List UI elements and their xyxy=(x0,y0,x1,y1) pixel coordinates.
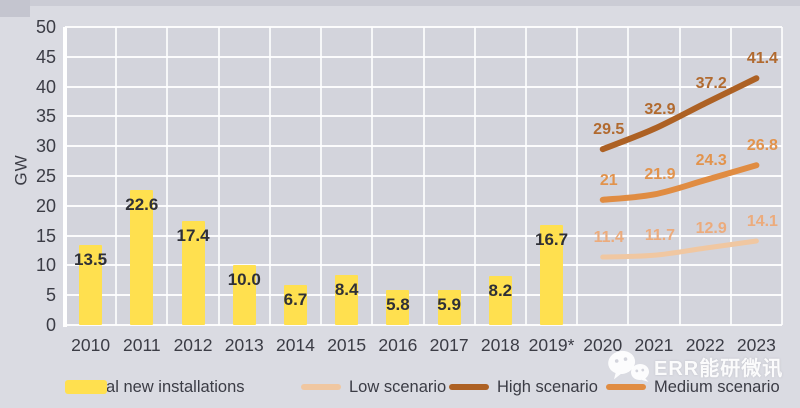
x-axis-tick-label: 2013 xyxy=(224,335,264,355)
scenario-line xyxy=(599,75,760,153)
y-axis-tick-label: 50 xyxy=(35,17,56,37)
x-axis-tick-label: 2014 xyxy=(275,335,315,355)
y-axis-tick-label: 20 xyxy=(35,195,56,216)
bar xyxy=(335,274,359,325)
line-point-label: 12.9 xyxy=(695,220,727,238)
y-axis-tick-label: 15 xyxy=(35,225,56,246)
line-point-label: 24.3 xyxy=(695,152,727,170)
gridline-v xyxy=(422,27,425,325)
bar xyxy=(283,285,307,325)
x-axis-tick-label: 2012 xyxy=(173,335,213,355)
bar xyxy=(386,290,410,325)
bar-value-label: 16.7 xyxy=(534,230,569,250)
line-point-label: 29.5 xyxy=(593,121,625,139)
line-point-label: 21.9 xyxy=(644,166,676,184)
y-axis-tick-label: 10 xyxy=(35,255,56,276)
bar-value-label: 22.6 xyxy=(125,195,159,215)
gridline-v xyxy=(576,27,579,325)
bar xyxy=(488,276,512,325)
x-axis-tick-label: 2011 xyxy=(122,335,161,355)
legend-label: Low scenario xyxy=(349,377,447,396)
gridline-v xyxy=(166,27,169,325)
bar-value-label: 13.5 xyxy=(74,249,108,269)
y-axis-tick-label: 0 xyxy=(45,315,56,335)
gridline-v xyxy=(524,27,527,325)
x-axis-tick-label: 2010 xyxy=(71,335,111,355)
scenario-line xyxy=(600,238,759,260)
y-axis-tick-label: 40 xyxy=(35,76,56,97)
gridline-v xyxy=(473,27,476,325)
y-axis-tick-label: 25 xyxy=(35,166,56,186)
x-axis-tick-label: 2016 xyxy=(378,335,418,355)
line-point-label: 21 xyxy=(599,171,618,189)
line-point-label: 11.7 xyxy=(644,227,676,245)
bar-value-label: 10.0 xyxy=(227,270,261,290)
x-axis-tick-label: 2015 xyxy=(327,335,367,355)
gridline-v xyxy=(781,27,783,325)
x-axis-tick-label: 2020 xyxy=(583,335,623,355)
bar-value-label: 5.9 xyxy=(437,294,461,314)
legend-label: High scenario xyxy=(497,377,598,396)
gridline-v xyxy=(627,27,630,325)
legend-item-medium: Medium scenario xyxy=(606,378,780,396)
x-axis-tick-label: 2023 xyxy=(736,335,776,355)
top-edge-strip xyxy=(0,0,800,6)
x-axis-tick-label: 2021 xyxy=(634,335,674,355)
bar xyxy=(540,225,564,325)
y-axis-tick-label: 35 xyxy=(35,106,56,127)
x-axis-tick-label: 2018 xyxy=(480,335,520,355)
line-point-label: 14.1 xyxy=(746,212,778,230)
x-axis-tick-label: 2019* xyxy=(528,335,575,355)
y-axis-tick-label: 45 xyxy=(35,46,56,67)
bar-value-label: 17.4 xyxy=(176,226,210,246)
y-axis-tick-label: 30 xyxy=(35,136,56,157)
y-axis-tick-label: 5 xyxy=(45,285,56,306)
gridline-v xyxy=(729,27,732,325)
bar xyxy=(437,289,461,325)
legend-label: Medium scenario xyxy=(654,377,780,396)
legend-item-high: High scenario xyxy=(449,378,598,396)
y-axis-spine xyxy=(63,27,67,327)
line-point-label: 41.4 xyxy=(746,50,778,68)
gridline-v xyxy=(115,27,118,325)
bar-value-label: 8.2 xyxy=(488,281,513,301)
bar xyxy=(79,244,103,325)
gridline-v xyxy=(217,27,220,325)
legend-item-low: Low scenario xyxy=(301,378,446,396)
line-point-label: 37.2 xyxy=(695,75,727,93)
top-left-corner-block xyxy=(0,0,30,17)
bar-value-label: 8.4 xyxy=(334,279,359,299)
legend-item-actual: Actual new installations xyxy=(65,378,245,396)
gridline-v xyxy=(371,27,374,325)
gridline-v xyxy=(268,27,271,325)
gridline-v xyxy=(320,27,323,325)
legend-label: Actual new installations xyxy=(73,377,245,396)
scenario-line xyxy=(599,162,760,203)
bar-value-label: 6.7 xyxy=(283,290,308,310)
gridline-v xyxy=(678,27,681,325)
line-point-label: 11.4 xyxy=(593,229,624,247)
bar xyxy=(130,190,154,325)
bar xyxy=(232,265,256,325)
bar-value-label: 5.8 xyxy=(386,295,410,315)
legend-swatch-medium xyxy=(606,384,646,390)
legend-swatch-actual xyxy=(65,380,107,394)
x-axis-tick-label: 2022 xyxy=(685,335,725,355)
bar xyxy=(181,221,205,325)
legend-swatch-high xyxy=(449,384,489,390)
x-axis-tick-label: 2017 xyxy=(429,335,469,355)
line-point-label: 26.8 xyxy=(746,137,778,155)
gridline-h xyxy=(65,324,782,326)
line-point-label: 32.9 xyxy=(644,100,676,118)
legend-swatch-low xyxy=(301,384,341,390)
